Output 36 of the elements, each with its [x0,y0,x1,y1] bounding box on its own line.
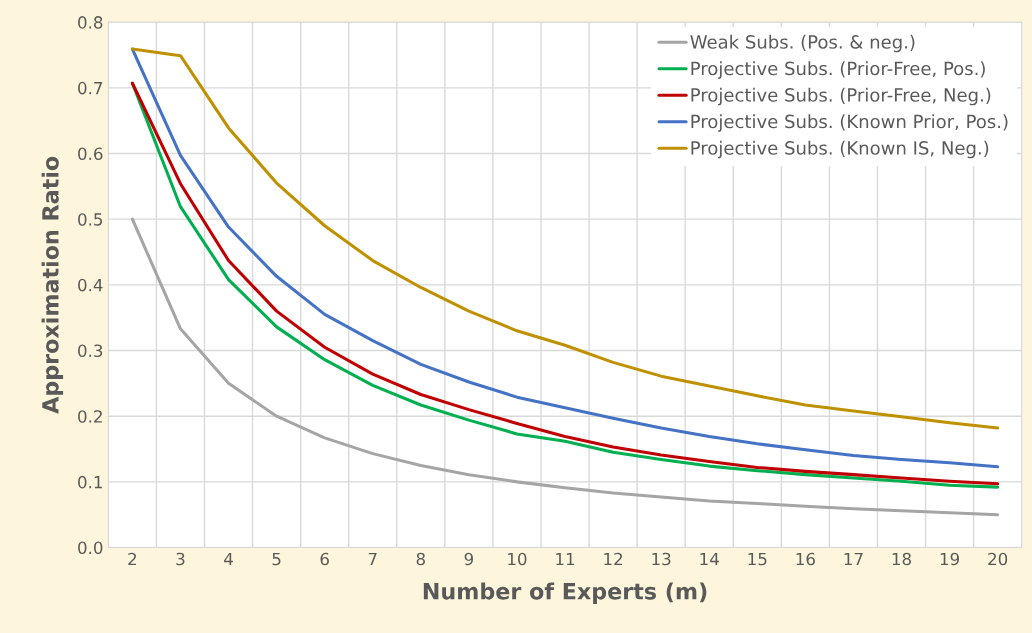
x-tick-label: 9 [464,552,474,566]
y-tick-label: 0.6 [78,147,103,161]
y-tick-label: 0.8 [78,16,103,29]
y-tick-label: 0.3 [78,344,103,358]
legend-label: Projective Subs. (Prior-Free, Pos.) [691,61,985,79]
y-tick-label: 0.5 [78,213,103,226]
legend-label: Projective Subs. (Prior-Free, Neg.) [691,87,991,106]
y-axis-title: Approximation Ratio [41,156,64,414]
y-tick-label: 0.1 [78,475,102,489]
x-tick-label: 18 [892,552,911,566]
x-tick-label: 2 [128,552,137,566]
legend-label: Projective Subs. (Known Prior, Pos.) [691,114,1008,132]
line-series [130,217,1000,517]
y-tick-label: 0.4 [78,278,103,292]
x-tick-label: 19 [940,552,960,566]
x-tick-label: 6 [320,552,329,566]
x-tick-label: 14 [700,552,719,566]
y-tick-label: 0.0 [78,541,103,555]
x-tick-label: 5 [272,552,281,566]
x-tick-label: 8 [416,552,425,566]
x-tick-label: 7 [368,552,377,566]
x-tick-label: 20 [988,552,1008,566]
legend-label: Projective Subs. (Known IS, Neg.) [691,140,989,159]
x-tick-label: 13 [652,552,671,566]
legend-label: Weak Subs. (Pos. & neg.) [690,34,915,53]
x-tick-label: 15 [748,552,767,566]
x-tick-label: 17 [844,552,863,566]
x-axis-title: Number of Experts (m) [423,582,707,604]
x-tick-label: 16 [796,552,815,566]
x-tick-label: 11 [556,552,575,566]
y-tick-label: 0.7 [78,81,103,95]
x-tick-label: 10 [508,552,527,566]
x-tick-label: 4 [224,552,233,566]
x-tick-label: 3 [176,552,185,566]
y-tick-label: 0.2 [78,410,102,423]
x-tick-label: 12 [604,552,623,566]
